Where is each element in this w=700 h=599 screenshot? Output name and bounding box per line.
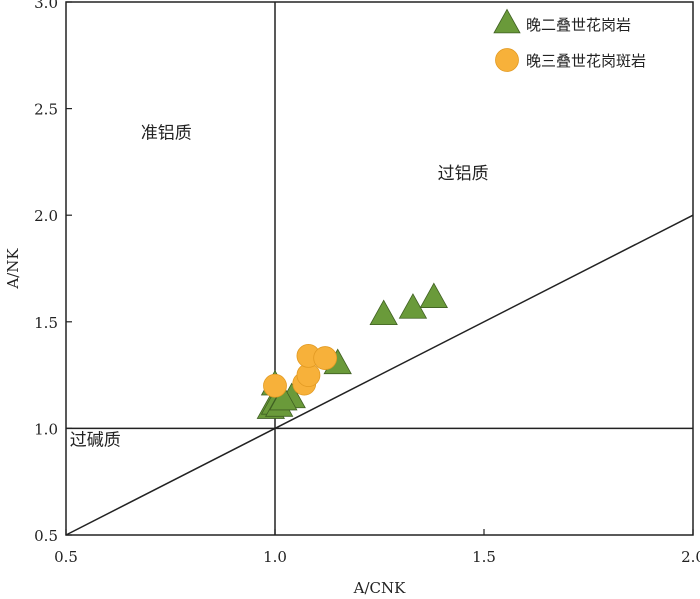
x-axis-title: A/CNK [353, 579, 406, 597]
region-label: 过铝质 [438, 164, 489, 184]
data-point-triangle [269, 384, 298, 411]
data-point-circle [313, 346, 338, 370]
y-tick-label: 3.0 [34, 0, 58, 12]
data-points [256, 282, 449, 419]
plot-frame [65, 1, 694, 536]
axes [65, 1, 694, 536]
legend-label: 晚三叠世花岗斑岩 [526, 52, 646, 70]
reference-lines [65, 2, 694, 536]
x-tick-label: 2.0 [681, 548, 700, 566]
data-point-triangle [369, 299, 398, 326]
legend-marker-triangle [493, 8, 521, 34]
legend-marker-circle [495, 48, 519, 72]
y-tick-label: 1.5 [34, 314, 58, 332]
x-tick-label: 0.5 [54, 548, 78, 566]
ticks: 0.5 1.0 1.5 2.0 0.5 1.0 1.5 2.0 2.5 3.0 [34, 0, 700, 566]
region-label: 准铝质 [141, 123, 192, 143]
legend-label: 晚二叠世花岗岩 [526, 16, 631, 34]
data-point-triangle [398, 293, 428, 319]
y-tick-label: 2.0 [34, 207, 58, 225]
reference-line-segment [65, 214, 694, 536]
y-tick-label: 1.0 [34, 420, 58, 438]
data-point-triangle [419, 282, 449, 308]
y-axis-title: A/NK [4, 248, 22, 290]
x-tick-label: 1.5 [472, 548, 496, 566]
y-tick-label: 2.5 [34, 101, 58, 119]
region-label: 过碱质 [70, 430, 121, 450]
y-tick-label: 0.5 [34, 527, 58, 545]
x-tick-label: 1.0 [263, 548, 287, 566]
data-point-circle [263, 373, 287, 398]
